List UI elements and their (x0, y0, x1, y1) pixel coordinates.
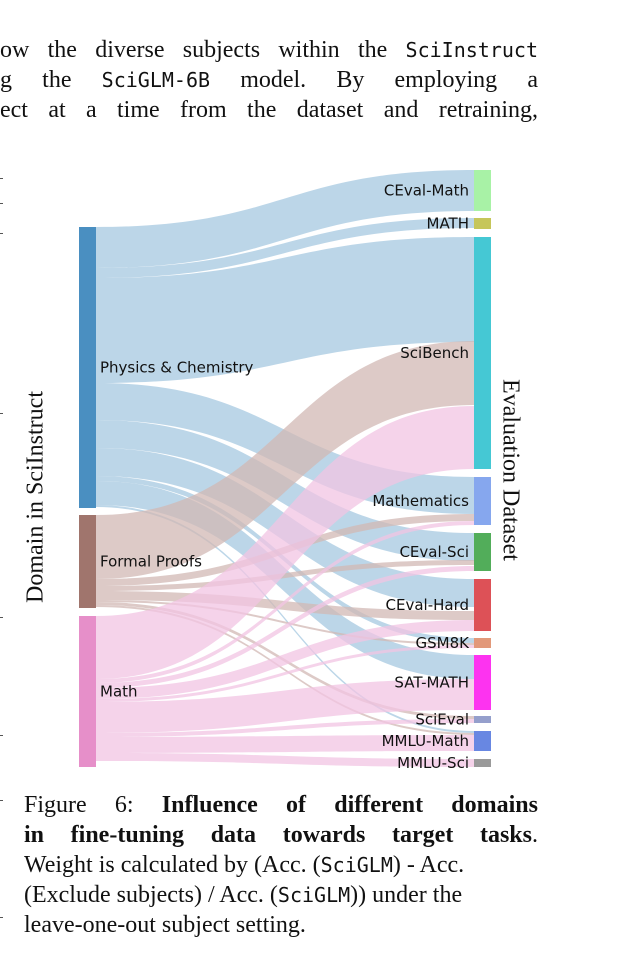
right-axis-label: Evaluation Dataset (497, 379, 524, 561)
target-node-scieval (474, 716, 491, 723)
sankey-links (96, 170, 474, 767)
source-label-math: Math (100, 683, 138, 701)
caption-line-5: leave-one-out subject setting. (24, 912, 306, 938)
body-line-3: ect at a time from the dataset and retra… (0, 97, 538, 123)
target-label-scibench: SciBench (400, 344, 469, 362)
target-node-math (474, 218, 491, 229)
caption-title-part-2: in fine-tuning data towards target tasks (24, 822, 532, 848)
target-node-ceval-sci (474, 533, 491, 571)
target-label-sat-math: SAT-MATH (394, 674, 469, 692)
caption-text: (Exclude subjects) / Acc. ( (24, 882, 278, 908)
caption-period: . (532, 822, 538, 848)
source-label-formal-proofs: Formal Proofs (100, 553, 202, 571)
link-formal-proofs-to-mmlu-math (96, 605, 474, 735)
left-margin-marks (0, 0, 6, 956)
link-math-to-mmlu-math (96, 735, 474, 753)
link-physics-chemistry-to-sat-math (96, 481, 474, 679)
link-physics-chemistry-to-math (96, 218, 474, 278)
target-label-gsm8k: GSM8K (416, 634, 471, 652)
left-axis-label: Domain in SciInstruct (22, 391, 49, 603)
caption-text: ) - Acc. (392, 852, 465, 878)
caption-text: )) under the (350, 882, 463, 908)
body-text-span: g the (0, 67, 102, 93)
source-node-physics-chemistry (79, 227, 96, 508)
target-node-mmlu-sci (474, 759, 491, 767)
sankey-labels: Physics & Chemistry Formal Proofs Math CEva… (100, 182, 470, 773)
target-label-ceval-math: CEval-Math (384, 182, 469, 200)
body-text-span: ow the diverse subjects within the (0, 37, 406, 63)
link-physics-chemistry-to-ceval-math (96, 170, 474, 268)
target-label-mmlu-sci: MMLU-Sci (397, 754, 469, 772)
target-node-mathematics (474, 477, 491, 525)
caption-line-2: in fine-tuning data towards target tasks… (24, 820, 538, 850)
target-node-ceval-hard (474, 579, 491, 631)
caption-title-part-1: Influence of different domains (161, 792, 538, 818)
source-node-formal-proofs (79, 515, 96, 608)
link-formal-proofs-to-gsm8k (96, 600, 474, 645)
caption-text: Weight is calculated by (Acc. ( (24, 852, 321, 878)
sankey-nodes (79, 170, 491, 767)
caption-line-1: Figure 6: Influence of different domains (24, 790, 538, 820)
target-label-mmlu-math: MMLU-Math (382, 732, 469, 750)
link-formal-proofs-to-ceval-sci (96, 560, 474, 591)
link-math-to-ceval-sci (96, 566, 474, 688)
body-line-2: g the SciGLM-6B model. By employing a (0, 65, 538, 95)
link-math-to-mathematics (96, 521, 474, 683)
link-math-to-mmlu-sci (96, 753, 474, 767)
figure-caption: Figure 6: Influence of different domains… (24, 790, 538, 940)
body-paragraph: ow the diverse subjects within the SciIn… (0, 35, 540, 125)
target-node-mmlu-math (474, 731, 491, 751)
link-formal-proofs-to-scibench (96, 341, 474, 579)
target-label-mathematics: Mathematics (372, 492, 469, 510)
link-math-to-scibench (96, 406, 474, 679)
caption-line-3: Weight is calculated by (Acc. (SciGLM) -… (24, 850, 538, 880)
link-math-to-sat-math (96, 679, 474, 733)
target-node-gsm8k (474, 638, 491, 648)
link-physics-chemistry-to-mmlu-math (96, 505, 474, 733)
code-sciglm-6b: SciGLM-6B (101, 68, 211, 92)
code-sciinstruct: SciInstruct (405, 38, 538, 62)
body-text-span: model. By employing a (210, 67, 538, 93)
target-label-ceval-sci: CEval-Sci (399, 543, 469, 561)
target-label-math: MATH (427, 215, 469, 233)
caption-line-4: (Exclude subjects) / Acc. (SciGLM)) unde… (24, 880, 538, 910)
link-physics-chemistry-to-scibench (96, 237, 474, 383)
target-node-sat-math (474, 655, 491, 710)
body-line-1: ow the diverse subjects within the SciIn… (0, 35, 538, 65)
target-node-ceval-math (474, 170, 491, 211)
target-node-scibench (474, 237, 491, 469)
source-node-math (79, 616, 96, 767)
code-sciglm: SciGLM (320, 853, 393, 877)
source-label-physics-chemistry: Physics & Chemistry (100, 359, 254, 377)
target-label-ceval-hard: CEval-Hard (386, 596, 470, 614)
code-sciglm: SciGLM (277, 883, 351, 907)
caption-figure-number: Figure 6: (24, 792, 162, 818)
target-label-scieval: SciEval (415, 711, 469, 729)
link-math-to-scieval (96, 719, 474, 737)
link-math-to-gsm8k (96, 645, 474, 702)
link-math-to-ceval-hard (96, 620, 474, 699)
